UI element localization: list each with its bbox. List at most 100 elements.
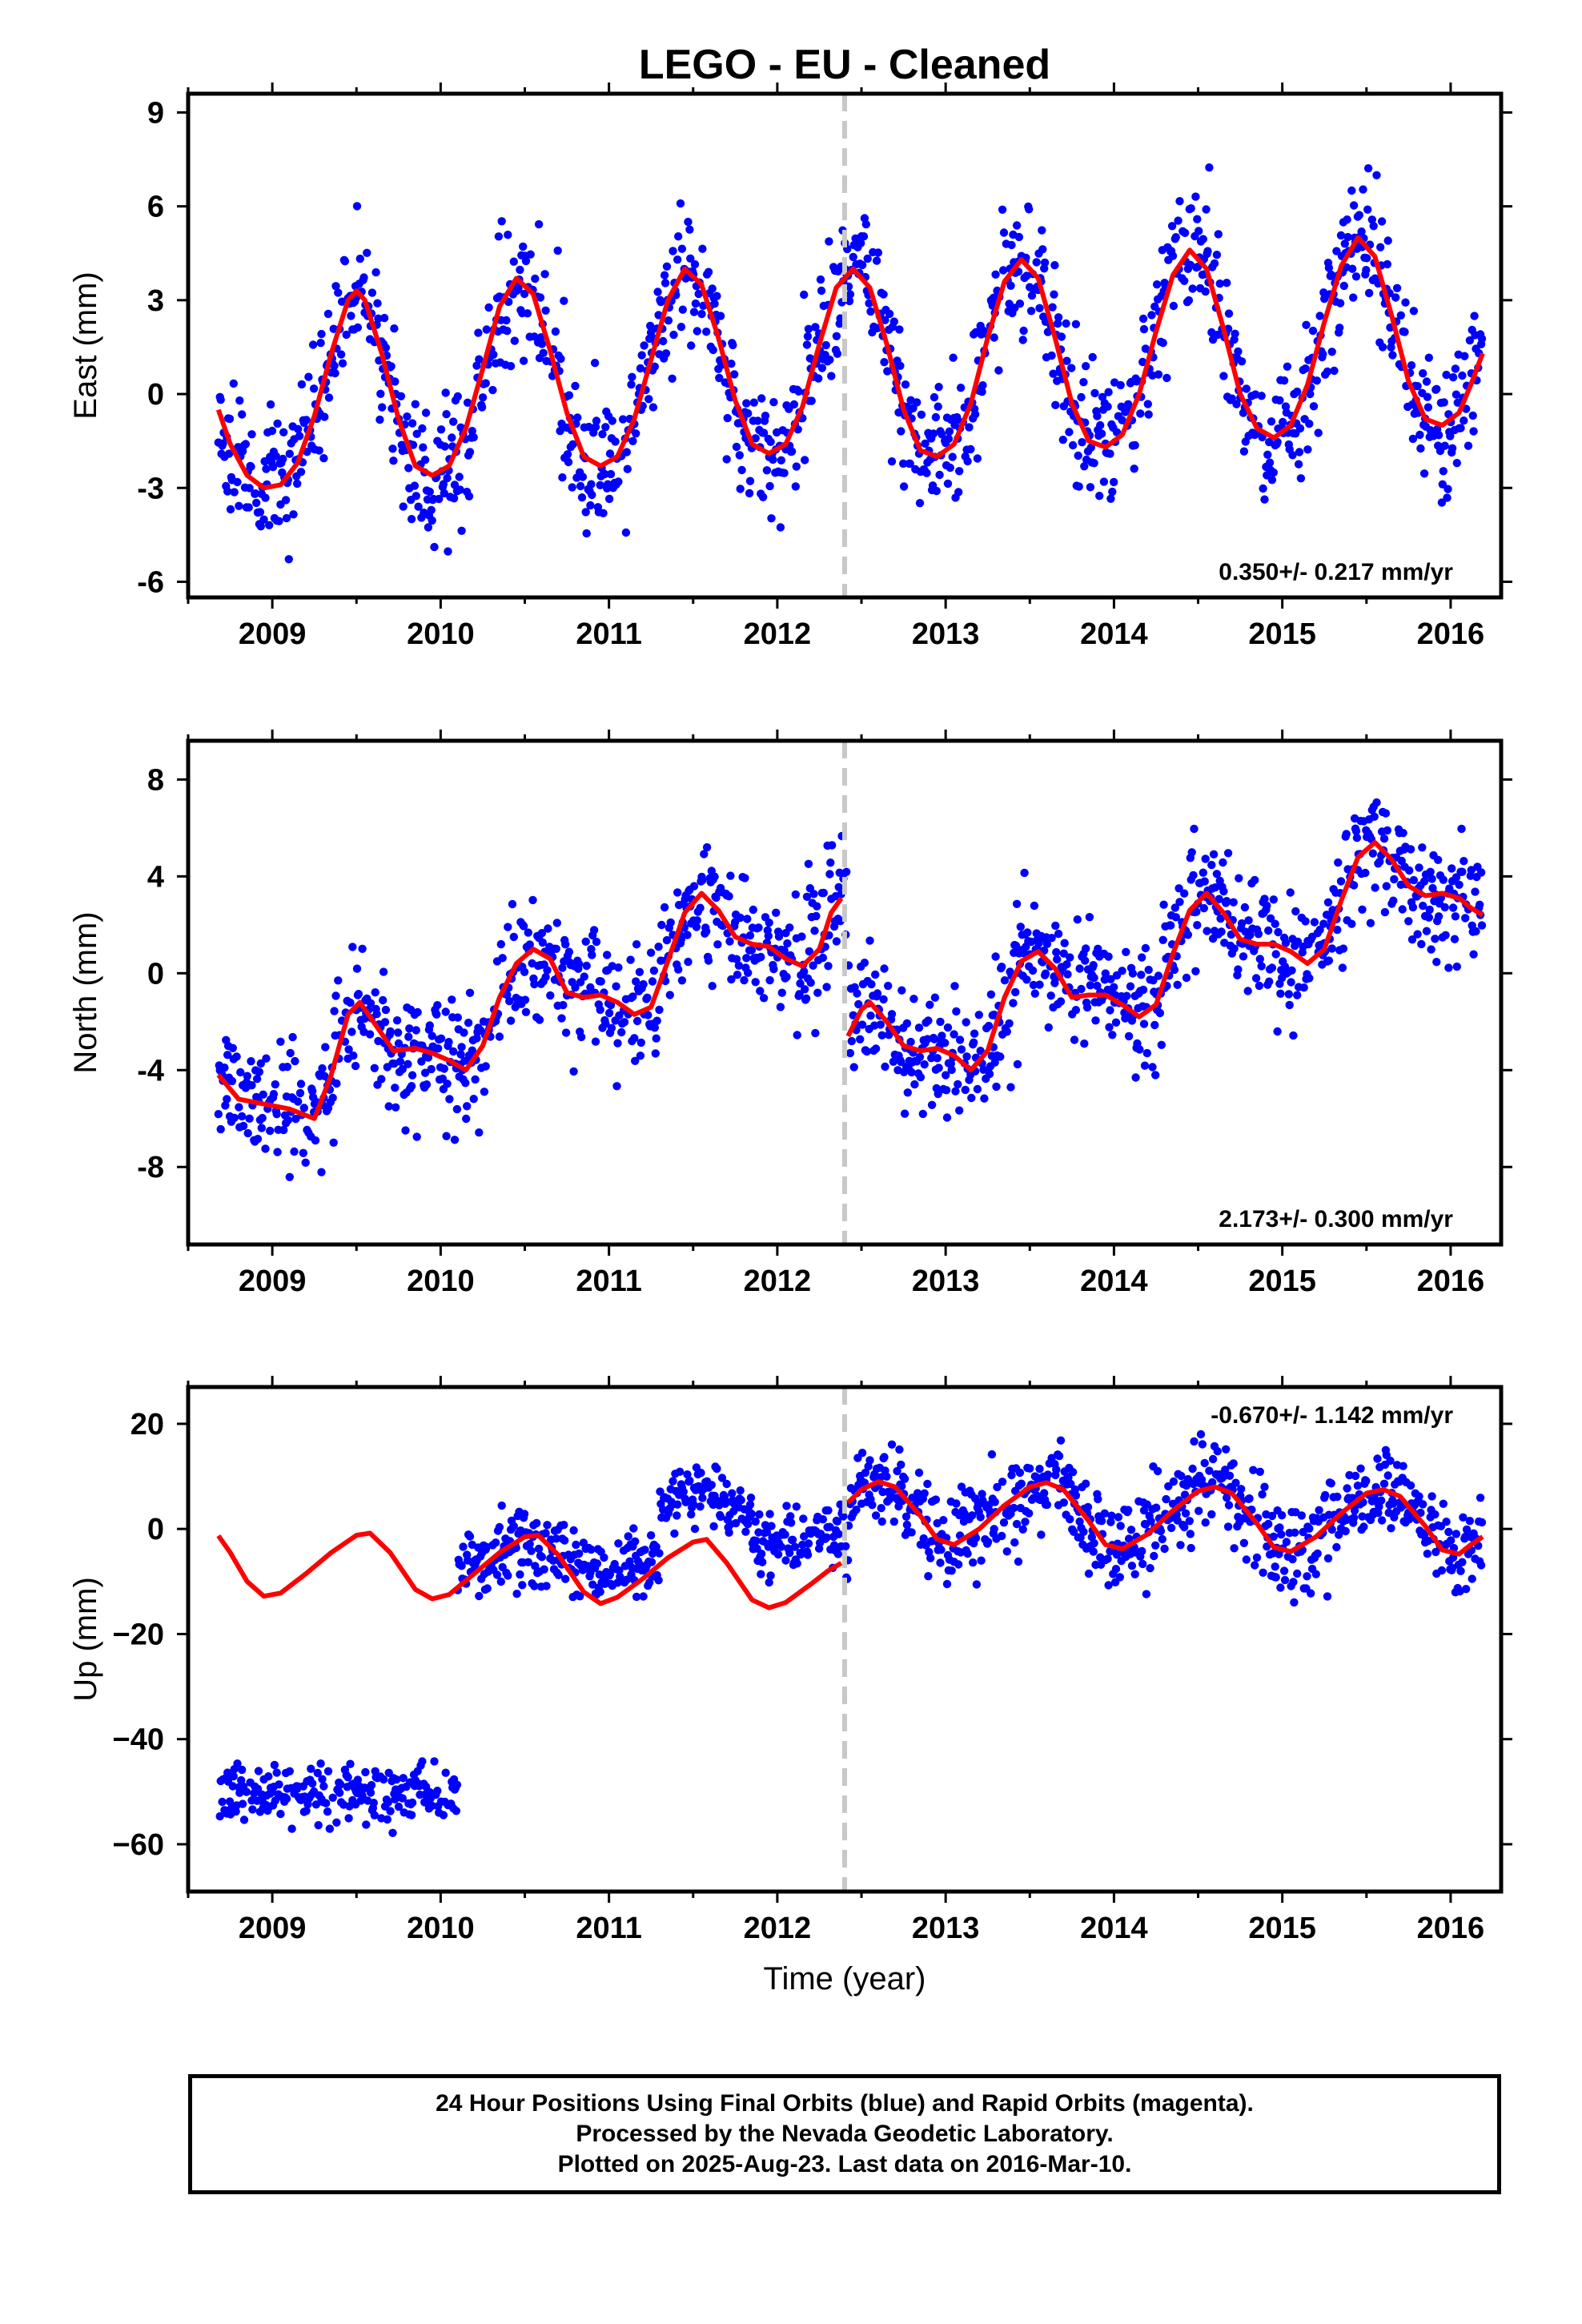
north-point <box>809 961 817 970</box>
east-point <box>1259 484 1267 493</box>
east-y-tick-label: 3 <box>147 284 164 318</box>
east-point <box>694 289 703 299</box>
east-point <box>541 306 550 315</box>
up-point <box>343 1773 352 1782</box>
east-point <box>604 494 614 504</box>
east-point <box>1012 221 1022 230</box>
up-x-tick-label: 2016 <box>1417 1912 1485 1945</box>
east-model-line-0 <box>215 235 1485 491</box>
north-point <box>804 859 813 869</box>
north-point <box>271 1080 279 1089</box>
north-point <box>1006 1083 1015 1092</box>
up-point <box>1198 1440 1207 1449</box>
east-x-tick-label: 2009 <box>239 617 307 651</box>
east-point <box>1025 205 1034 214</box>
up-point <box>757 1570 765 1578</box>
north-point <box>283 1063 292 1072</box>
east-point <box>722 455 731 464</box>
up-point <box>716 1512 725 1522</box>
north-y-tick-label: 0 <box>147 957 164 991</box>
up-point <box>987 1449 997 1459</box>
up-point <box>998 1531 1006 1541</box>
east-point <box>956 384 966 392</box>
north-point <box>791 890 800 899</box>
north-point <box>1207 860 1216 870</box>
north-point <box>273 1148 282 1156</box>
up-point <box>1239 1538 1249 1548</box>
east-point <box>677 244 687 253</box>
up-point <box>1439 1499 1448 1509</box>
north-point <box>951 1087 960 1096</box>
up-point <box>572 1540 580 1550</box>
north-point <box>460 1056 469 1065</box>
up-point <box>1374 1509 1383 1518</box>
up-point <box>1142 1500 1152 1509</box>
east-point <box>430 542 439 552</box>
north-point <box>384 1102 393 1111</box>
up-point <box>646 1531 656 1540</box>
north-point <box>607 1023 616 1033</box>
north-point <box>650 1023 659 1032</box>
north-point <box>1255 955 1265 963</box>
north-point <box>725 937 734 946</box>
north-point <box>970 1038 978 1047</box>
east-point <box>238 410 247 419</box>
east-point <box>456 485 464 494</box>
north-point <box>495 1032 504 1041</box>
east-point <box>1213 330 1223 340</box>
east-point <box>412 429 421 438</box>
north-point <box>614 963 623 972</box>
north-point <box>674 965 683 974</box>
up-point <box>441 1768 450 1777</box>
east-point <box>449 494 459 503</box>
east-point <box>687 341 696 350</box>
north-point <box>524 928 532 937</box>
north-point <box>1390 875 1399 884</box>
east-point <box>516 265 524 275</box>
up-point <box>675 1467 685 1477</box>
up-point <box>1271 1562 1279 1571</box>
north-point <box>1199 868 1208 877</box>
east-y-tick-label: 0 <box>147 378 164 412</box>
east-point <box>584 422 593 432</box>
north-point <box>471 1075 480 1084</box>
north-point <box>544 924 552 933</box>
up-point <box>679 1487 688 1496</box>
up-point <box>629 1524 638 1533</box>
east-x-tick-label: 2016 <box>1417 617 1485 651</box>
north-point <box>480 1088 489 1096</box>
north-point <box>866 1011 875 1020</box>
north-point <box>290 1147 299 1156</box>
north-point <box>1361 868 1370 878</box>
north-point <box>463 1102 472 1111</box>
north-point <box>1124 1031 1134 1041</box>
north-point <box>401 1126 410 1135</box>
north-point <box>660 903 669 912</box>
north-point <box>635 967 644 977</box>
up-point <box>751 1517 760 1526</box>
up-point <box>681 1498 690 1507</box>
north-point <box>576 1032 586 1042</box>
north-point <box>774 932 784 941</box>
east-point <box>457 526 466 535</box>
east-point <box>229 379 238 388</box>
up-point <box>1269 1532 1279 1542</box>
north-point <box>443 1080 452 1088</box>
up-point <box>1452 1530 1461 1538</box>
east-point <box>1050 261 1059 270</box>
north-point <box>381 1005 391 1015</box>
north-y-tick-label: -8 <box>137 1151 164 1184</box>
up-point <box>1069 1527 1078 1537</box>
north-point <box>853 989 861 998</box>
up-point <box>1267 1511 1277 1521</box>
north-point <box>227 1076 237 1086</box>
up-point <box>218 1797 227 1807</box>
east-point <box>953 412 962 422</box>
east-point <box>628 372 636 381</box>
east-point <box>252 498 261 508</box>
up-point <box>1097 1517 1106 1526</box>
north-point <box>283 1116 293 1125</box>
up-point <box>1345 1470 1354 1480</box>
